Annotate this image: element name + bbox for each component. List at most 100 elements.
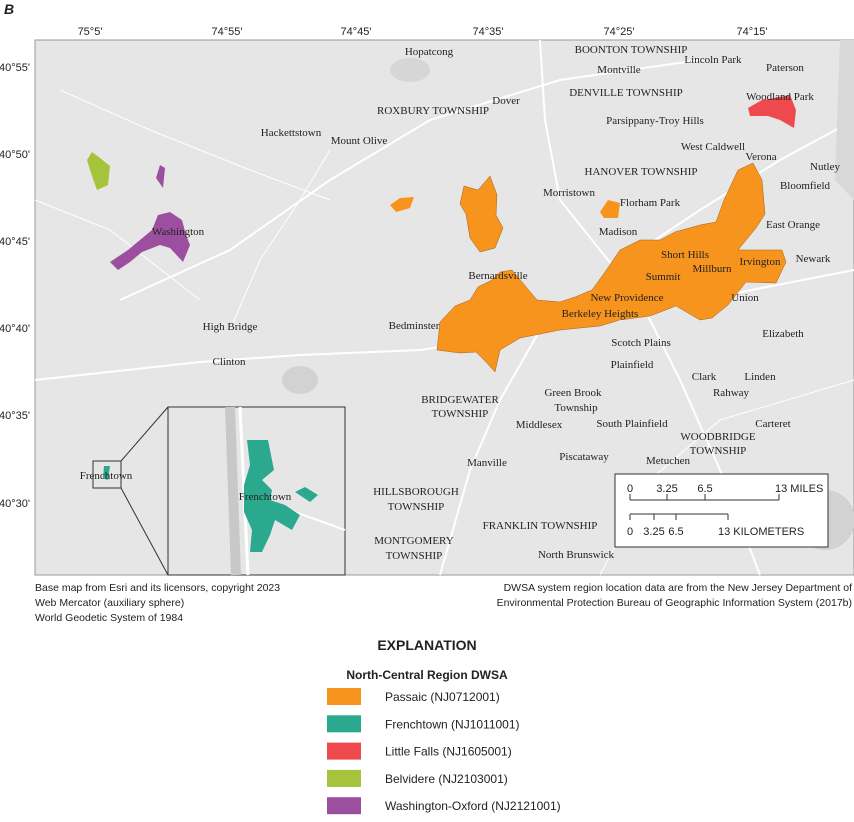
place-label: Hackettstown <box>261 127 322 139</box>
place-label: FRANKLIN TOWNSHIP <box>483 520 598 532</box>
belvidere-region <box>87 152 110 190</box>
scale-labels: 0 3.25 6.5 13 MILES 0 3.25 6.5 13 KILOMETERS <box>627 483 823 538</box>
place-label: Berkeley Heights <box>562 308 639 320</box>
scale-label: 0 <box>627 526 633 538</box>
place-label: Scotch Plains <box>611 337 671 349</box>
place-label: Mount Olive <box>331 135 388 147</box>
regions <box>87 95 796 480</box>
place-label: TOWNSHIP <box>432 408 489 420</box>
latitude-label: 40°40' <box>0 323 30 335</box>
credit-line: Base map from Esri and its licensors, co… <box>35 582 280 594</box>
frenchtown-region <box>244 440 300 552</box>
credits: Base map from Esri and its licensors, co… <box>35 582 852 624</box>
place-label: Millburn <box>692 263 732 275</box>
place-label: High Bridge <box>203 321 258 333</box>
place-label: Rahway <box>713 387 750 399</box>
panel-label: B <box>4 1 14 17</box>
place-label: Bloomfield <box>780 180 831 192</box>
longitude-label: 75°5' <box>78 26 103 38</box>
place-label: Clinton <box>212 356 246 368</box>
place-label: Piscataway <box>559 451 609 463</box>
place-label: Bernardsville <box>468 270 527 282</box>
little-falls-region <box>748 95 796 128</box>
place-label: Plainfield <box>611 359 654 371</box>
place-label: Madison <box>599 226 638 238</box>
place-label: Union <box>731 292 759 304</box>
place-label: Nutley <box>810 161 840 173</box>
latitude-label: 40°55' <box>0 62 30 74</box>
scale-bar <box>614 473 829 548</box>
legend-swatch <box>327 742 361 760</box>
place-label: Hopatcong <box>405 46 454 58</box>
place-label: TOWNSHIP <box>388 501 445 513</box>
longitude-label: 74°35' <box>473 26 504 38</box>
frenchtown-region <box>295 487 318 502</box>
passaic-region <box>436 162 787 373</box>
place-label: Elizabeth <box>762 328 804 340</box>
place-label: Irvington <box>740 256 781 268</box>
place-label: West Caldwell <box>681 141 745 153</box>
frenchtown-region <box>103 466 110 480</box>
place-labels: Hopatcong BOONTON TOWNSHIP Montville Lincol… <box>80 44 841 562</box>
scale-label: 6.5 <box>697 483 712 495</box>
scale-label: 3.25 <box>656 483 677 495</box>
passaic-region <box>600 200 620 218</box>
place-label: Township <box>554 402 598 414</box>
place-label: Woodland Park <box>746 91 814 103</box>
legend-label: Washington-Oxford (NJ2121001) <box>385 799 561 813</box>
passaic-region <box>459 175 504 253</box>
longitude-label: 74°15' <box>737 26 768 38</box>
credit-line: DWSA system region location data are fro… <box>504 582 852 594</box>
place-label: Lincoln Park <box>684 54 742 66</box>
place-label: Newark <box>796 253 831 265</box>
place-label: Summit <box>646 271 681 283</box>
legend-label: Passaic (NJ0712001) <box>385 690 500 704</box>
place-label: Short Hills <box>661 249 709 261</box>
longitude-label: 74°45' <box>341 26 372 38</box>
legend-title: EXPLANATION <box>377 637 476 653</box>
washington-region <box>156 165 165 188</box>
scale-label: 0 <box>627 483 633 495</box>
place-label: Manville <box>467 457 507 469</box>
place-label: WOODBRIDGE <box>680 431 755 443</box>
place-label: Green Brook <box>544 387 602 399</box>
place-label: Dover <box>492 95 520 107</box>
place-label: South Plainfield <box>596 418 668 430</box>
longitude-label: 74°25' <box>604 26 635 38</box>
place-label: Metuchen <box>646 455 690 467</box>
latitude-label: 40°35' <box>0 410 30 422</box>
credit-line: Web Mercator (auxiliary sphere) <box>35 597 184 609</box>
legend-swatch <box>327 688 361 705</box>
place-label: BRIDGEWATER <box>421 394 499 406</box>
credit-line: Environmental Protection Bureau of Geogr… <box>497 597 852 609</box>
inset <box>92 406 346 576</box>
place-label: MONTGOMERY <box>374 535 454 547</box>
legend-label: Belvidere (NJ2103001) <box>385 772 508 786</box>
legend-label: Frenchtown (NJ1011001) <box>385 717 520 731</box>
scale-label: 6.5 <box>668 526 683 538</box>
place-label: TOWNSHIP <box>690 445 747 457</box>
place-label: Paterson <box>766 62 804 74</box>
legend-subtitle: North-Central Region DWSA <box>346 668 508 682</box>
place-label: Bedminster <box>389 320 440 332</box>
place-label: Montville <box>597 64 641 76</box>
place-label: Frenchtown <box>80 470 133 482</box>
legend-swatch <box>327 769 361 787</box>
scale-label: 13 MILES <box>775 483 823 495</box>
longitude-label: 74°55' <box>212 26 243 38</box>
place-label: Middlesex <box>516 419 563 431</box>
place-label: HANOVER TOWNSHIP <box>585 166 698 178</box>
legend: Passaic (NJ0712001) Frenchtown (NJ1011001… <box>327 688 561 815</box>
place-label: BOONTON TOWNSHIP <box>575 44 688 56</box>
passaic-region <box>390 197 414 212</box>
scale-label: 13 KILOMETERS <box>718 526 804 538</box>
latitude-label: 40°30' <box>0 498 30 510</box>
credit-line: World Geodetic System of 1984 <box>35 612 183 624</box>
graticule-labels: 75°5' 74°55' 74°45' 74°35' 74°25' 74°15' 40°55… <box>0 26 767 510</box>
place-label: New Providence <box>590 292 663 304</box>
place-label: Parsippany-Troy Hills <box>606 115 704 127</box>
legend-label: Little Falls (NJ1605001) <box>385 745 512 759</box>
scale-label: 3.25 <box>643 526 664 538</box>
place-label: TOWNSHIP <box>386 550 443 562</box>
